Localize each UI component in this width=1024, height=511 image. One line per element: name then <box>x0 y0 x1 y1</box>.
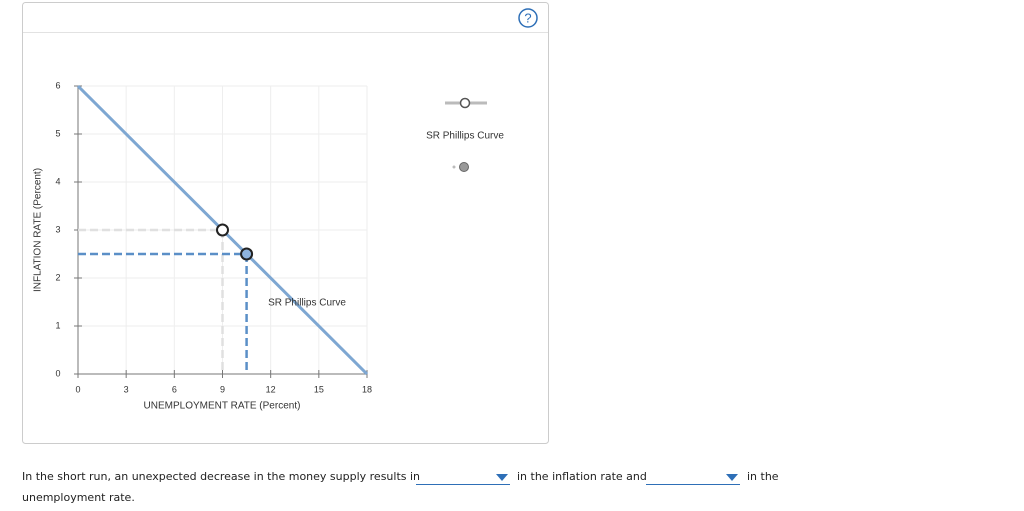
x-tick-label: 15 <box>314 384 324 394</box>
question-text: in the <box>747 470 779 483</box>
dropdown[interactable] <box>416 470 510 485</box>
y-tick-label: 4 <box>55 176 60 186</box>
x-tick-label: 9 <box>220 384 225 394</box>
y-tick-label: 1 <box>55 320 60 330</box>
y-tick-label: 3 <box>55 224 60 234</box>
point-tool-dot[interactable] <box>452 165 456 169</box>
y-tick-label: 6 <box>55 80 60 90</box>
x-tick-label: 3 <box>124 384 129 394</box>
question-text: in the inflation rate and <box>517 470 647 483</box>
question-text: In the short run, an unexpected decrease… <box>22 470 421 483</box>
help-icon: ? <box>524 10 531 25</box>
panel <box>22 2 549 444</box>
point <box>216 223 229 237</box>
x-tick-label: 6 <box>172 384 177 394</box>
question-text: unemployment rate. <box>22 491 135 504</box>
x-tick-label: 18 <box>362 384 372 394</box>
x-tick-label: 0 <box>75 384 80 394</box>
x-axis-label: UNEMPLOYMENT RATE (Percent) <box>144 401 301 412</box>
point <box>240 247 254 261</box>
y-axis-label: INFLATION RATE (Percent) <box>33 168 44 292</box>
y-tick-label: 0 <box>55 368 60 378</box>
legend-label: SR Phillips Curve <box>426 131 504 142</box>
help-button[interactable] <box>518 8 538 28</box>
curve-label: SR Phillips Curve <box>268 298 346 309</box>
legend-line-tool-handle[interactable] <box>459 97 471 109</box>
chart: ? INFLATION RATE (Percent) UNEMPLOYMENT … <box>22 2 549 444</box>
dropdown[interactable] <box>646 470 740 485</box>
x-tick-label: 12 <box>266 384 276 394</box>
y-tick-label: 2 <box>55 272 60 282</box>
point-tool[interactable] <box>459 162 469 172</box>
y-tick-label: 5 <box>55 128 60 138</box>
